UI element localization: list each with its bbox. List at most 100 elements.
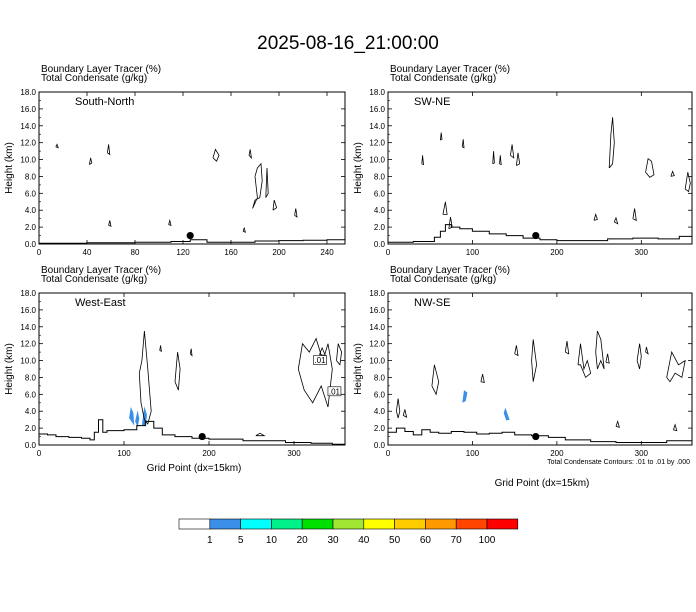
condensate-contour	[636, 343, 642, 370]
colorbar-swatch	[486, 518, 519, 530]
x-tick-label: 300	[635, 248, 649, 257]
condensate-contour	[666, 350, 686, 383]
condensate-contour	[402, 409, 408, 418]
condensate-contour	[252, 162, 263, 209]
condensate-contour	[242, 226, 247, 233]
y-tick-label: 14.0	[20, 122, 36, 131]
y-tick-label: 4.0	[25, 206, 37, 215]
y-tick-label: 18.0	[369, 289, 385, 298]
x-tick-label: 200	[202, 449, 216, 458]
condensate-contour	[684, 172, 691, 193]
y-tick-label: 0.0	[25, 441, 37, 450]
tracer-fill	[462, 390, 468, 403]
condensate-contour	[138, 330, 152, 425]
colorbar-swatch	[332, 518, 365, 530]
condensate-contour	[673, 423, 678, 432]
x-tick-label: 200	[272, 248, 286, 257]
colorbar-label: 5	[238, 535, 244, 546]
y-tick-label: 18.0	[369, 88, 385, 97]
condensate-contour	[168, 218, 172, 227]
condensate-contour	[421, 155, 424, 166]
condensate-contour	[499, 155, 502, 166]
condensate-contour	[255, 432, 266, 437]
contour-label-box	[327, 386, 342, 397]
condensate-contour	[448, 216, 453, 230]
panels: Boundary Layer Tracer (%)Total Condensat…	[4, 64, 693, 489]
y-tick-label: 10.0	[369, 357, 385, 366]
condensate-contour	[174, 352, 181, 391]
condensate-contour	[645, 157, 655, 178]
y-tick-label: 8.0	[374, 172, 386, 181]
panel-header-tracer: Boundary Layer Tracer (%)	[390, 265, 510, 276]
y-tick-label: 4.0	[25, 407, 37, 416]
x-tick-label: 0	[37, 449, 42, 458]
panel-name: NW-SE	[414, 297, 450, 309]
condensate-contour	[265, 167, 269, 198]
y-tick-label: 8.0	[374, 373, 386, 382]
condensate-contour	[510, 144, 515, 159]
y-tick-label: 12.0	[369, 139, 385, 148]
y-tick-label: 4.0	[374, 206, 386, 215]
condensate-contour	[189, 348, 193, 357]
y-tick-label: 12.0	[20, 340, 36, 349]
figure-title: 2025-08-16_21:00:00	[257, 33, 439, 54]
condensate-contour	[440, 132, 443, 141]
condensate-contour	[248, 149, 252, 160]
colorbar-swatch	[425, 518, 457, 530]
condensate-contour	[492, 151, 495, 165]
x-tick-label: 200	[550, 449, 564, 458]
condensate-contour	[608, 117, 615, 169]
terrain-line	[388, 224, 693, 243]
condensate-contour	[516, 152, 521, 166]
condensate-contour	[632, 208, 637, 222]
panel-name: West-East	[75, 297, 126, 309]
colorbar-label: 1	[207, 535, 213, 546]
colorbar-label: 10	[266, 535, 278, 546]
contour-label: .01	[314, 356, 326, 365]
y-tick-label: 18.0	[20, 88, 36, 97]
location-marker	[532, 432, 540, 441]
condensate-contour	[107, 144, 111, 156]
condensate-contour	[319, 346, 327, 357]
contour-label: .01	[329, 387, 341, 396]
location-marker	[198, 432, 206, 441]
condensate-contour	[645, 346, 649, 355]
condensate-contour	[159, 345, 162, 353]
colorbar-swatch	[209, 518, 241, 530]
colorbar-label: 100	[479, 535, 496, 546]
y-tick-label: 14.0	[369, 122, 385, 131]
x-tick-label: 40	[83, 248, 92, 257]
condensate-contour	[605, 353, 610, 364]
y-tick-label: 0.0	[25, 240, 37, 249]
condensate-contour	[297, 337, 333, 408]
x-tick-label: 0	[37, 248, 42, 257]
panel-name: South-North	[75, 96, 134, 108]
x-tick-label: 200	[550, 248, 564, 257]
y-tick-label: 8.0	[25, 373, 37, 382]
y-tick-label: 0.0	[374, 441, 386, 450]
colorbar-swatch	[240, 518, 272, 530]
colorbar-swatch	[271, 518, 303, 530]
x-tick-label: 0	[386, 248, 391, 257]
colorbar-label: 60	[420, 535, 432, 546]
plot-frame	[38, 292, 346, 446]
y-tick-label: 18.0	[20, 289, 36, 298]
colorbar-label: 50	[389, 535, 401, 546]
y-tick-label: 10.0	[20, 357, 36, 366]
y-tick-label: 2.0	[25, 223, 37, 232]
colorbar-swatch	[301, 518, 334, 530]
y-tick-label: 6.0	[25, 189, 37, 198]
condensate-contour	[89, 157, 93, 165]
y-tick-label: 6.0	[374, 390, 386, 399]
y-tick-label: 14.0	[20, 323, 36, 332]
y-tick-label: 10.0	[20, 156, 36, 165]
condensate-contour	[108, 220, 112, 227]
colorbar-label: 30	[327, 535, 339, 546]
condensate-contour	[564, 341, 570, 355]
condensate-contour	[55, 143, 59, 149]
panel-nw-se: Boundary Layer Tracer (%)Total Condensat…	[353, 265, 693, 489]
condensate-contour	[294, 208, 298, 218]
condensate-contour	[272, 199, 278, 211]
panel-header-tracer: Boundary Layer Tracer (%)	[41, 64, 161, 75]
